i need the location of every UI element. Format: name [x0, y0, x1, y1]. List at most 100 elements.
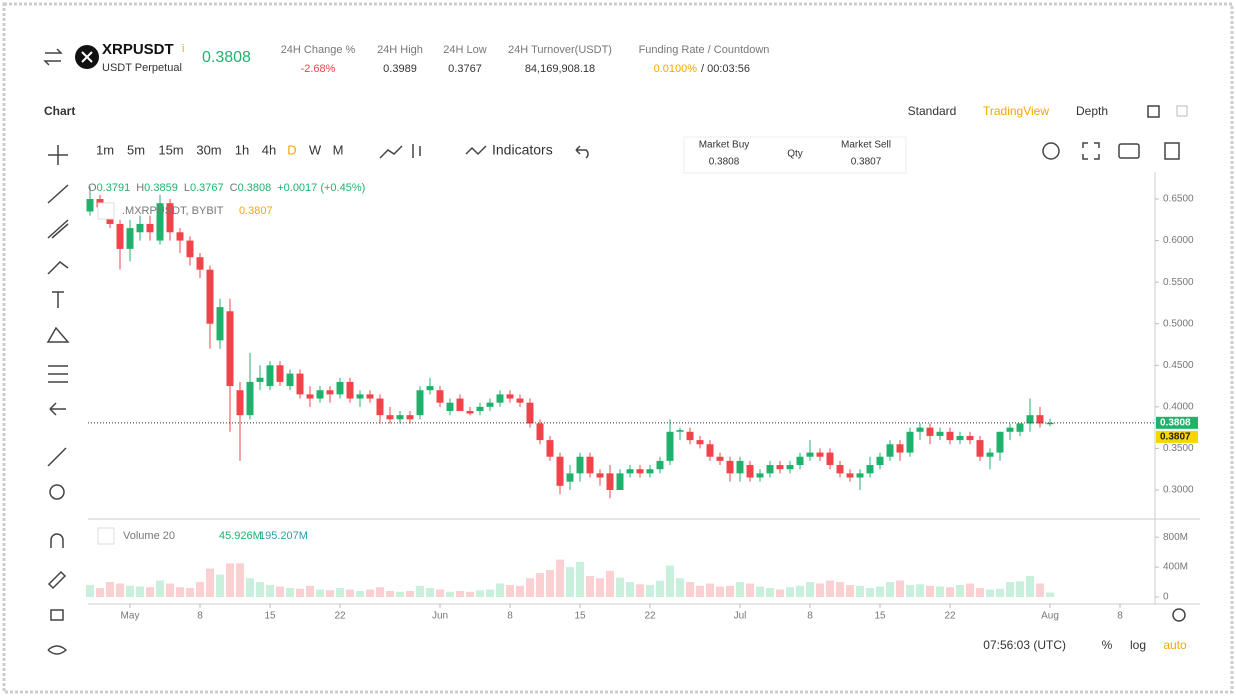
volume-bar — [186, 588, 194, 597]
volume-bar — [416, 585, 424, 597]
y-tick-label: 0.5000 — [1163, 318, 1194, 329]
candle-body — [746, 465, 754, 478]
section: Chart — [44, 104, 75, 118]
ohlc-value: 0.3808 — [238, 182, 272, 194]
contract: USDT Perpetual — [102, 62, 182, 74]
volume-tick-label: 400M — [1163, 562, 1188, 573]
volume-bar — [556, 559, 564, 597]
volume-bar — [426, 588, 434, 597]
volume-collapse[interactable] — [97, 527, 115, 545]
volume-bar — [896, 580, 904, 597]
volume-bar — [496, 583, 504, 597]
stat-label: 24H Change % — [281, 44, 356, 56]
axis-settings[interactable] — [1172, 608, 1186, 622]
interval[interactable]: D — [287, 142, 296, 157]
volume-bar — [196, 582, 204, 597]
interval[interactable]: 30m — [196, 142, 221, 157]
candle-body — [816, 452, 824, 457]
x-tick-label: 8 — [1117, 611, 1123, 622]
candle-body — [266, 365, 274, 387]
x-tick-label: Aug — [1041, 611, 1059, 622]
candle-type-icon[interactable] — [412, 144, 421, 158]
index-name: .MXRPUSDT, BYBIT — [122, 205, 224, 217]
volume-bar — [656, 580, 664, 597]
interval[interactable]: 1h — [235, 142, 249, 157]
candle-body — [946, 431, 954, 441]
candle-body — [216, 307, 224, 341]
swap-icon[interactable] — [43, 48, 63, 66]
x-tick-label: 15 — [264, 611, 276, 622]
indicator-icon[interactable] — [465, 145, 487, 156]
symbol[interactable]: XRPUSDT — [102, 41, 174, 58]
candle-body — [116, 223, 124, 249]
line-type-icon[interactable] — [379, 145, 403, 159]
fullscreen-icon[interactable] — [1082, 142, 1100, 160]
volume-bar — [766, 588, 774, 597]
indicators[interactable]: Indicators — [492, 142, 553, 158]
volume-bar — [276, 586, 284, 597]
volume-bar — [146, 587, 154, 597]
tab[interactable]: TradingView — [983, 104, 1049, 118]
expand-icon[interactable] — [1176, 105, 1188, 117]
candle-body — [1006, 427, 1014, 432]
mark-price-tag — [1156, 430, 1198, 443]
settings-icon[interactable] — [1042, 142, 1060, 160]
volume-bar — [706, 583, 714, 597]
volume-bar — [1046, 592, 1054, 597]
market-buy-label[interactable]: Market Buy — [699, 140, 750, 151]
candle-body — [206, 269, 214, 324]
volume-bar — [126, 585, 134, 597]
interval[interactable]: 15m — [158, 142, 183, 157]
layout-icon[interactable] — [1147, 105, 1160, 118]
percent-toggle[interactable]: % — [1102, 638, 1113, 652]
candle-body — [446, 402, 454, 412]
candle-body — [896, 444, 904, 453]
x-tick-label: 22 — [334, 611, 346, 622]
interval[interactable]: 5m — [127, 142, 145, 157]
volume-bar — [176, 587, 184, 597]
info[interactable]: i — [182, 43, 184, 55]
volume-bar — [826, 580, 834, 597]
volume-bar — [876, 586, 884, 597]
volume-bar — [346, 589, 354, 597]
candle-body — [506, 394, 514, 399]
candle-body — [516, 398, 524, 403]
volume-bar — [216, 574, 224, 597]
y-tick-label: 0.6000 — [1163, 235, 1194, 246]
candle-body — [566, 473, 574, 482]
log-toggle[interactable]: log — [1130, 638, 1146, 652]
candle-body — [786, 465, 794, 470]
candle-body — [626, 469, 634, 474]
interval[interactable]: 4h — [262, 142, 276, 157]
interval[interactable]: W — [309, 142, 322, 157]
ohlc-key: C — [230, 182, 238, 194]
candle-body — [936, 431, 944, 436]
candle-body — [486, 402, 494, 407]
qty[interactable]: Qty — [787, 149, 803, 160]
interval[interactable]: M — [333, 142, 344, 157]
undo-icon[interactable] — [575, 145, 589, 159]
drawing-tools[interactable] — [46, 145, 70, 655]
ohlc-value: 0.3767 — [190, 182, 224, 194]
volume-bar — [1016, 581, 1024, 597]
volume-bar — [466, 591, 474, 597]
publish-icon[interactable] — [1164, 142, 1180, 160]
market-sell[interactable]: 0.3807 — [851, 157, 882, 168]
interval[interactable]: 1m — [96, 142, 114, 157]
tab[interactable]: Standard — [908, 104, 957, 118]
ohlc-value: 0.3859 — [144, 182, 178, 194]
volume-bar — [946, 587, 954, 597]
volume-bar — [226, 563, 234, 597]
auto-toggle[interactable]: auto — [1163, 638, 1187, 652]
x-tick-label: 22 — [644, 611, 656, 622]
market-sell-label[interactable]: Market Sell — [841, 140, 891, 151]
market-buy[interactable]: 0.3808 — [709, 157, 740, 168]
volume-bar — [266, 585, 274, 597]
collapse-button[interactable] — [97, 202, 115, 220]
volume-bar — [86, 585, 94, 597]
tab[interactable]: Depth — [1076, 104, 1108, 118]
camera-icon[interactable] — [1118, 143, 1140, 159]
candle-body — [336, 381, 344, 395]
volume-bar — [286, 588, 294, 597]
ohlc-legend: O0.3791 H0.3859 L0.3767 C0.3808 +0.0017 (+0.… — [88, 182, 365, 194]
